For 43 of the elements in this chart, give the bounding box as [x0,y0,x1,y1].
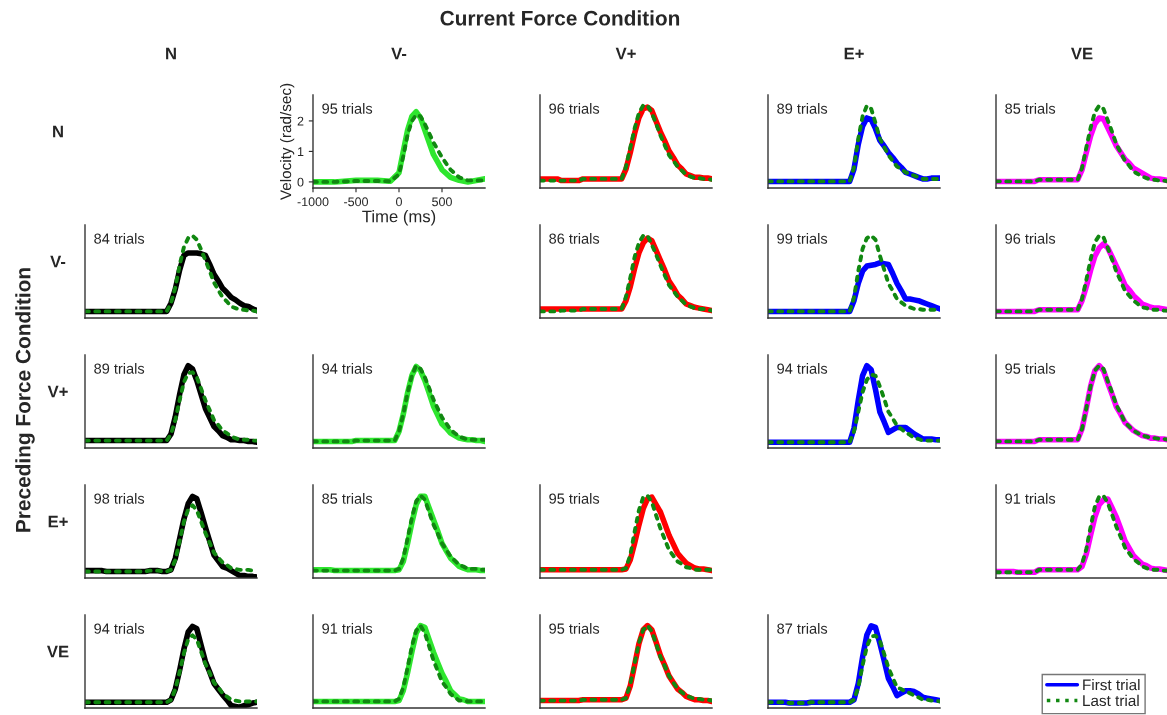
category-label: E+ [844,47,864,60]
annotation: 94 trials [777,363,828,374]
legend-label: Last trial [1083,694,1139,707]
annotation: 94 trials [94,623,145,634]
x-tick-label: 500 [432,197,452,207]
annotation: 94 trials [322,363,373,374]
annotation: 85 trials [1005,103,1056,114]
annotation: 89 trials [777,103,828,114]
annotation: 91 trials [1005,493,1056,504]
x-tick-label: 0 [396,197,402,207]
annotation: 85 trials [322,493,373,504]
annotation: 95 trials [322,103,373,114]
annotation: 86 trials [549,233,600,244]
category-label: V+ [47,385,68,398]
x-axis-title: Time (ms) [362,210,436,226]
y-tick-label: 2 [297,116,304,126]
x-tick-label: -1000 [297,197,329,207]
category-label: V+ [615,47,636,60]
annotation: 84 trials [94,233,145,244]
category-label: VE [1071,47,1093,60]
category-label: V- [391,47,407,60]
text: Preceding Force Condition [15,268,35,532]
annotation: 96 trials [1005,233,1056,244]
annotation: 98 trials [94,493,145,504]
annotation: 89 trials [94,363,145,374]
text: Current Force Condition [440,10,680,26]
category-label: V- [50,255,66,268]
annotation: 95 trials [549,493,600,504]
category-label: N [166,47,176,60]
category-label: VE [47,645,69,658]
legend-label: First trial [1083,679,1140,691]
annotation: 96 trials [549,103,600,114]
annotation: 87 trials [777,623,828,634]
x-tick-label: -500 [344,197,369,207]
annotation: 95 trials [549,623,600,634]
category-label: N [53,125,63,138]
annotation: 99 trials [777,233,828,244]
y-tick-label: 1 [297,147,304,156]
y-tick-label: 0 [297,177,304,187]
annotation: 95 trials [1005,363,1056,374]
annotation: 91 trials [322,623,373,634]
y-axis-title: Velocity (rad/sec) [280,83,295,201]
category-label: E+ [48,515,68,528]
